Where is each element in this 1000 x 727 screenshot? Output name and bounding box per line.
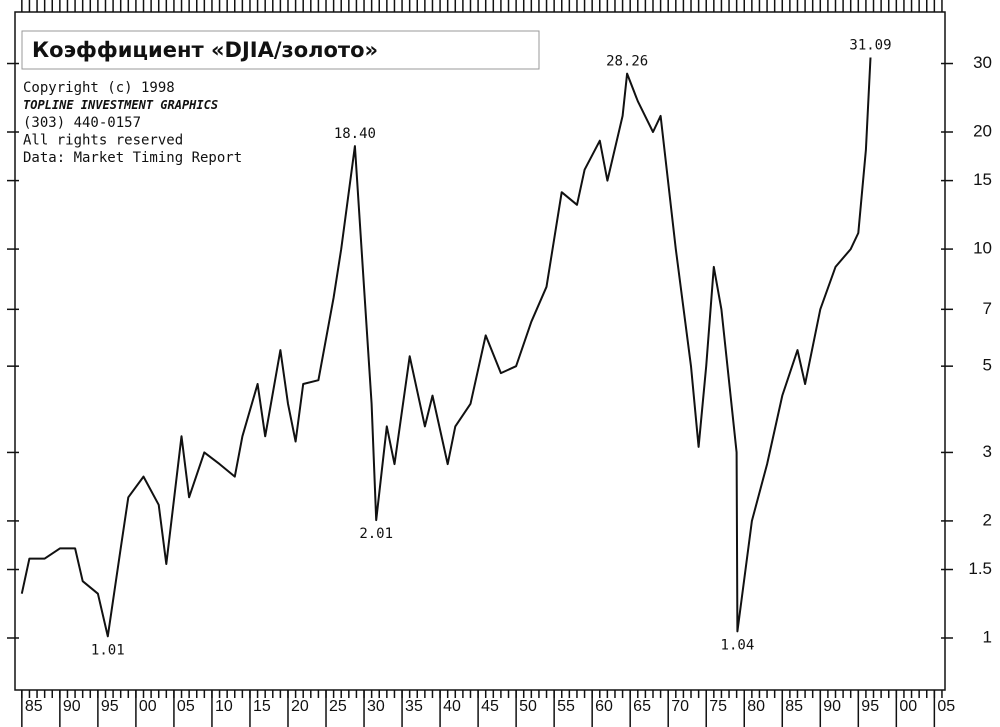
- ratio-line: [20, 57, 872, 638]
- y-tick-label: 3: [983, 442, 992, 461]
- data-label: 31.09: [849, 37, 891, 53]
- plot-frame: [14, 11, 946, 691]
- x-tick-label: 60: [595, 698, 613, 715]
- x-tick-label: 25: [329, 698, 347, 715]
- y-tick-label: 7: [983, 299, 992, 318]
- annotation: (303) 440-0157: [23, 115, 141, 131]
- x-tick-label: 65: [633, 698, 651, 715]
- y-tick-label: 10: [973, 239, 992, 258]
- annotation: TOPLINE INVESTMENT GRAPHICS: [23, 98, 218, 112]
- x-tick-label: 40: [443, 698, 461, 715]
- x-tick-label: 05: [937, 698, 955, 715]
- y-tick-label: 5: [983, 356, 992, 375]
- x-tick-label: 50: [519, 698, 537, 715]
- y-tick-label: 30: [973, 53, 992, 72]
- x-tick-label: 80: [747, 698, 765, 715]
- y-tick-label: 1.5: [968, 559, 992, 578]
- x-tick-label: 00: [899, 698, 917, 715]
- y-tick-label: 20: [973, 121, 992, 140]
- data-label: 18.40: [334, 126, 376, 142]
- annotation: Copyright (c) 1998: [23, 80, 175, 96]
- data-label: 2.01: [359, 526, 393, 542]
- x-tick-label: 00: [139, 698, 157, 715]
- x-tick-label: 85: [25, 698, 43, 715]
- data-label: 1.04: [721, 637, 755, 653]
- y-tick-label: 15: [973, 170, 992, 189]
- data-label: 1.01: [91, 642, 125, 658]
- x-tick-label: 15: [253, 698, 271, 715]
- y-tick-label: 2: [983, 510, 992, 529]
- x-tick-label: 05: [177, 698, 195, 715]
- x-tick-label: 85: [785, 698, 803, 715]
- x-tick-label: 70: [671, 698, 689, 715]
- annotation: Data: Market Timing Report: [23, 150, 242, 166]
- x-tick-label: 95: [861, 698, 879, 715]
- x-tick-label: 95: [101, 698, 119, 715]
- x-tick-label: 30: [367, 698, 385, 715]
- x-tick-label: 10: [215, 698, 233, 715]
- y-tick-label: 1: [983, 627, 992, 646]
- x-tick-label: 90: [63, 698, 81, 715]
- data-label: 28.26: [606, 54, 648, 70]
- x-tick-label: 35: [405, 698, 423, 715]
- x-tick-label: 90: [823, 698, 841, 715]
- title-box: [21, 30, 540, 70]
- x-tick-label: 20: [291, 698, 309, 715]
- x-tick-label: 55: [557, 698, 575, 715]
- x-tick-label: 45: [481, 698, 499, 715]
- chart-title: Коэффициент «DJIA/золото»: [32, 38, 378, 62]
- x-tick-label: 75: [709, 698, 727, 715]
- annotation: All rights reserved: [23, 133, 183, 149]
